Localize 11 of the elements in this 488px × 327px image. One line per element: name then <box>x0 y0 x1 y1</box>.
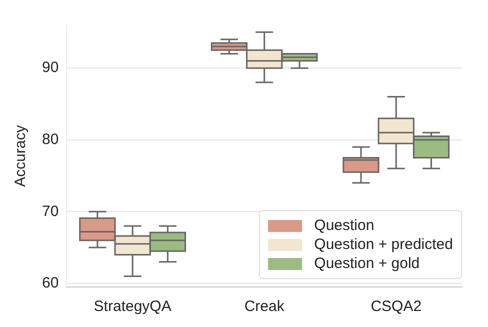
legend-label: Question + predicted <box>314 236 453 253</box>
x-tick-label: CSQA2 <box>370 298 422 316</box>
x-tick-label: Creak <box>244 298 285 316</box>
y-tick-label: 90 <box>42 59 59 76</box>
y-tick-label: 80 <box>42 130 59 148</box>
legend-label: Question + gold <box>314 255 420 272</box>
y-tick-label: 60 <box>42 274 59 292</box>
y-tick-label: 70 <box>42 202 59 220</box>
legend-label: Question <box>314 217 374 234</box>
x-tick-label: StrategyQA <box>94 298 172 316</box>
y-axis-title: Accuracy <box>12 124 30 187</box>
